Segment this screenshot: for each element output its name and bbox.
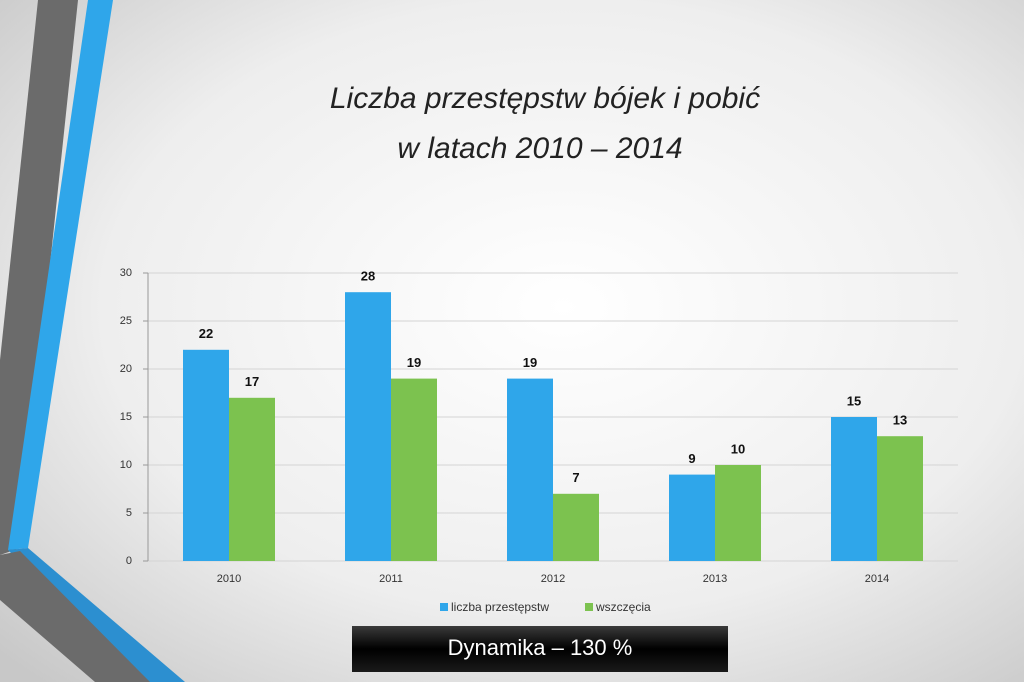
bar <box>831 417 877 561</box>
y-tick-label: 0 <box>126 555 132 567</box>
data-label: 19 <box>523 355 537 370</box>
data-label: 15 <box>847 393 861 408</box>
x-tick-label: 2011 <box>379 573 403 585</box>
bar <box>877 436 923 561</box>
decor-stripe <box>0 551 150 682</box>
x-tick-label: 2013 <box>703 573 727 585</box>
bar <box>345 292 391 561</box>
bar <box>669 474 715 561</box>
bar <box>715 465 761 561</box>
legend-swatch <box>440 603 448 611</box>
annotation: Dynamika – 130 % <box>448 635 633 660</box>
data-label: 10 <box>731 441 745 456</box>
x-tick-label: 2010 <box>217 573 241 585</box>
bar <box>507 378 553 561</box>
chart-title: w latach 2010 – 2014 <box>397 132 682 165</box>
y-tick-label: 15 <box>120 411 132 423</box>
decor-stripe <box>8 548 185 682</box>
bar <box>229 397 275 561</box>
bar <box>183 349 229 561</box>
legend-swatch <box>585 603 593 611</box>
x-tick-label: 2012 <box>541 573 565 585</box>
legend-label: wszczęcia <box>595 600 651 614</box>
decor-stripe <box>8 0 113 550</box>
chart-title: Liczba przestępstw bójek i pobić <box>330 82 760 115</box>
y-tick-label: 5 <box>126 507 132 519</box>
plot: 2010 22 17 2011 28 19 2012 19 7 2013 9 10 2014 15 13 <box>183 269 923 585</box>
data-label: 28 <box>361 269 375 284</box>
bar <box>553 493 599 561</box>
y-tick-label: 25 <box>120 315 132 327</box>
data-label: 9 <box>688 451 695 466</box>
annotation-box <box>352 626 728 672</box>
data-label: 19 <box>407 355 421 370</box>
data-label: 22 <box>199 326 213 341</box>
data-label: 7 <box>572 470 579 485</box>
data-label: 13 <box>893 413 907 428</box>
legend-label: liczba przestępstw <box>451 600 549 614</box>
y-tick-label: 10 <box>120 459 132 471</box>
x-tick-label: 2014 <box>865 573 889 585</box>
y-tick-label: 20 <box>120 363 132 375</box>
data-label: 17 <box>245 374 259 389</box>
bar <box>391 378 437 561</box>
y-tick-label: 30 <box>120 267 132 279</box>
decor-stripe <box>0 0 78 555</box>
